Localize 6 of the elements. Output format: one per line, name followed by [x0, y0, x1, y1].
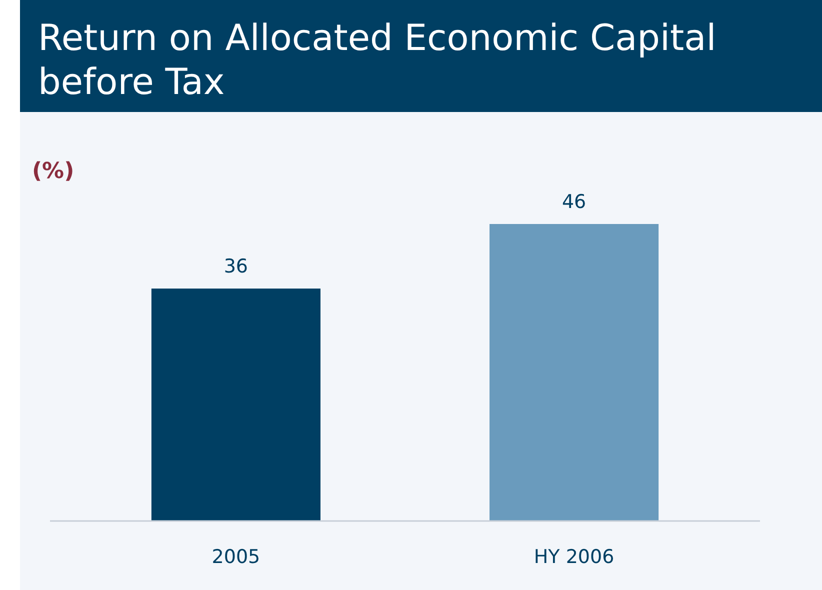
x-tick-label: HY 2006	[534, 546, 614, 568]
data-label: 46	[562, 191, 586, 213]
x-tick-label: 2005	[212, 546, 260, 568]
data-label: 36	[224, 256, 248, 278]
chart-title: Return on Allocated Economic Capital before Tax	[38, 18, 716, 103]
y-axis-title: (%)	[32, 159, 74, 184]
